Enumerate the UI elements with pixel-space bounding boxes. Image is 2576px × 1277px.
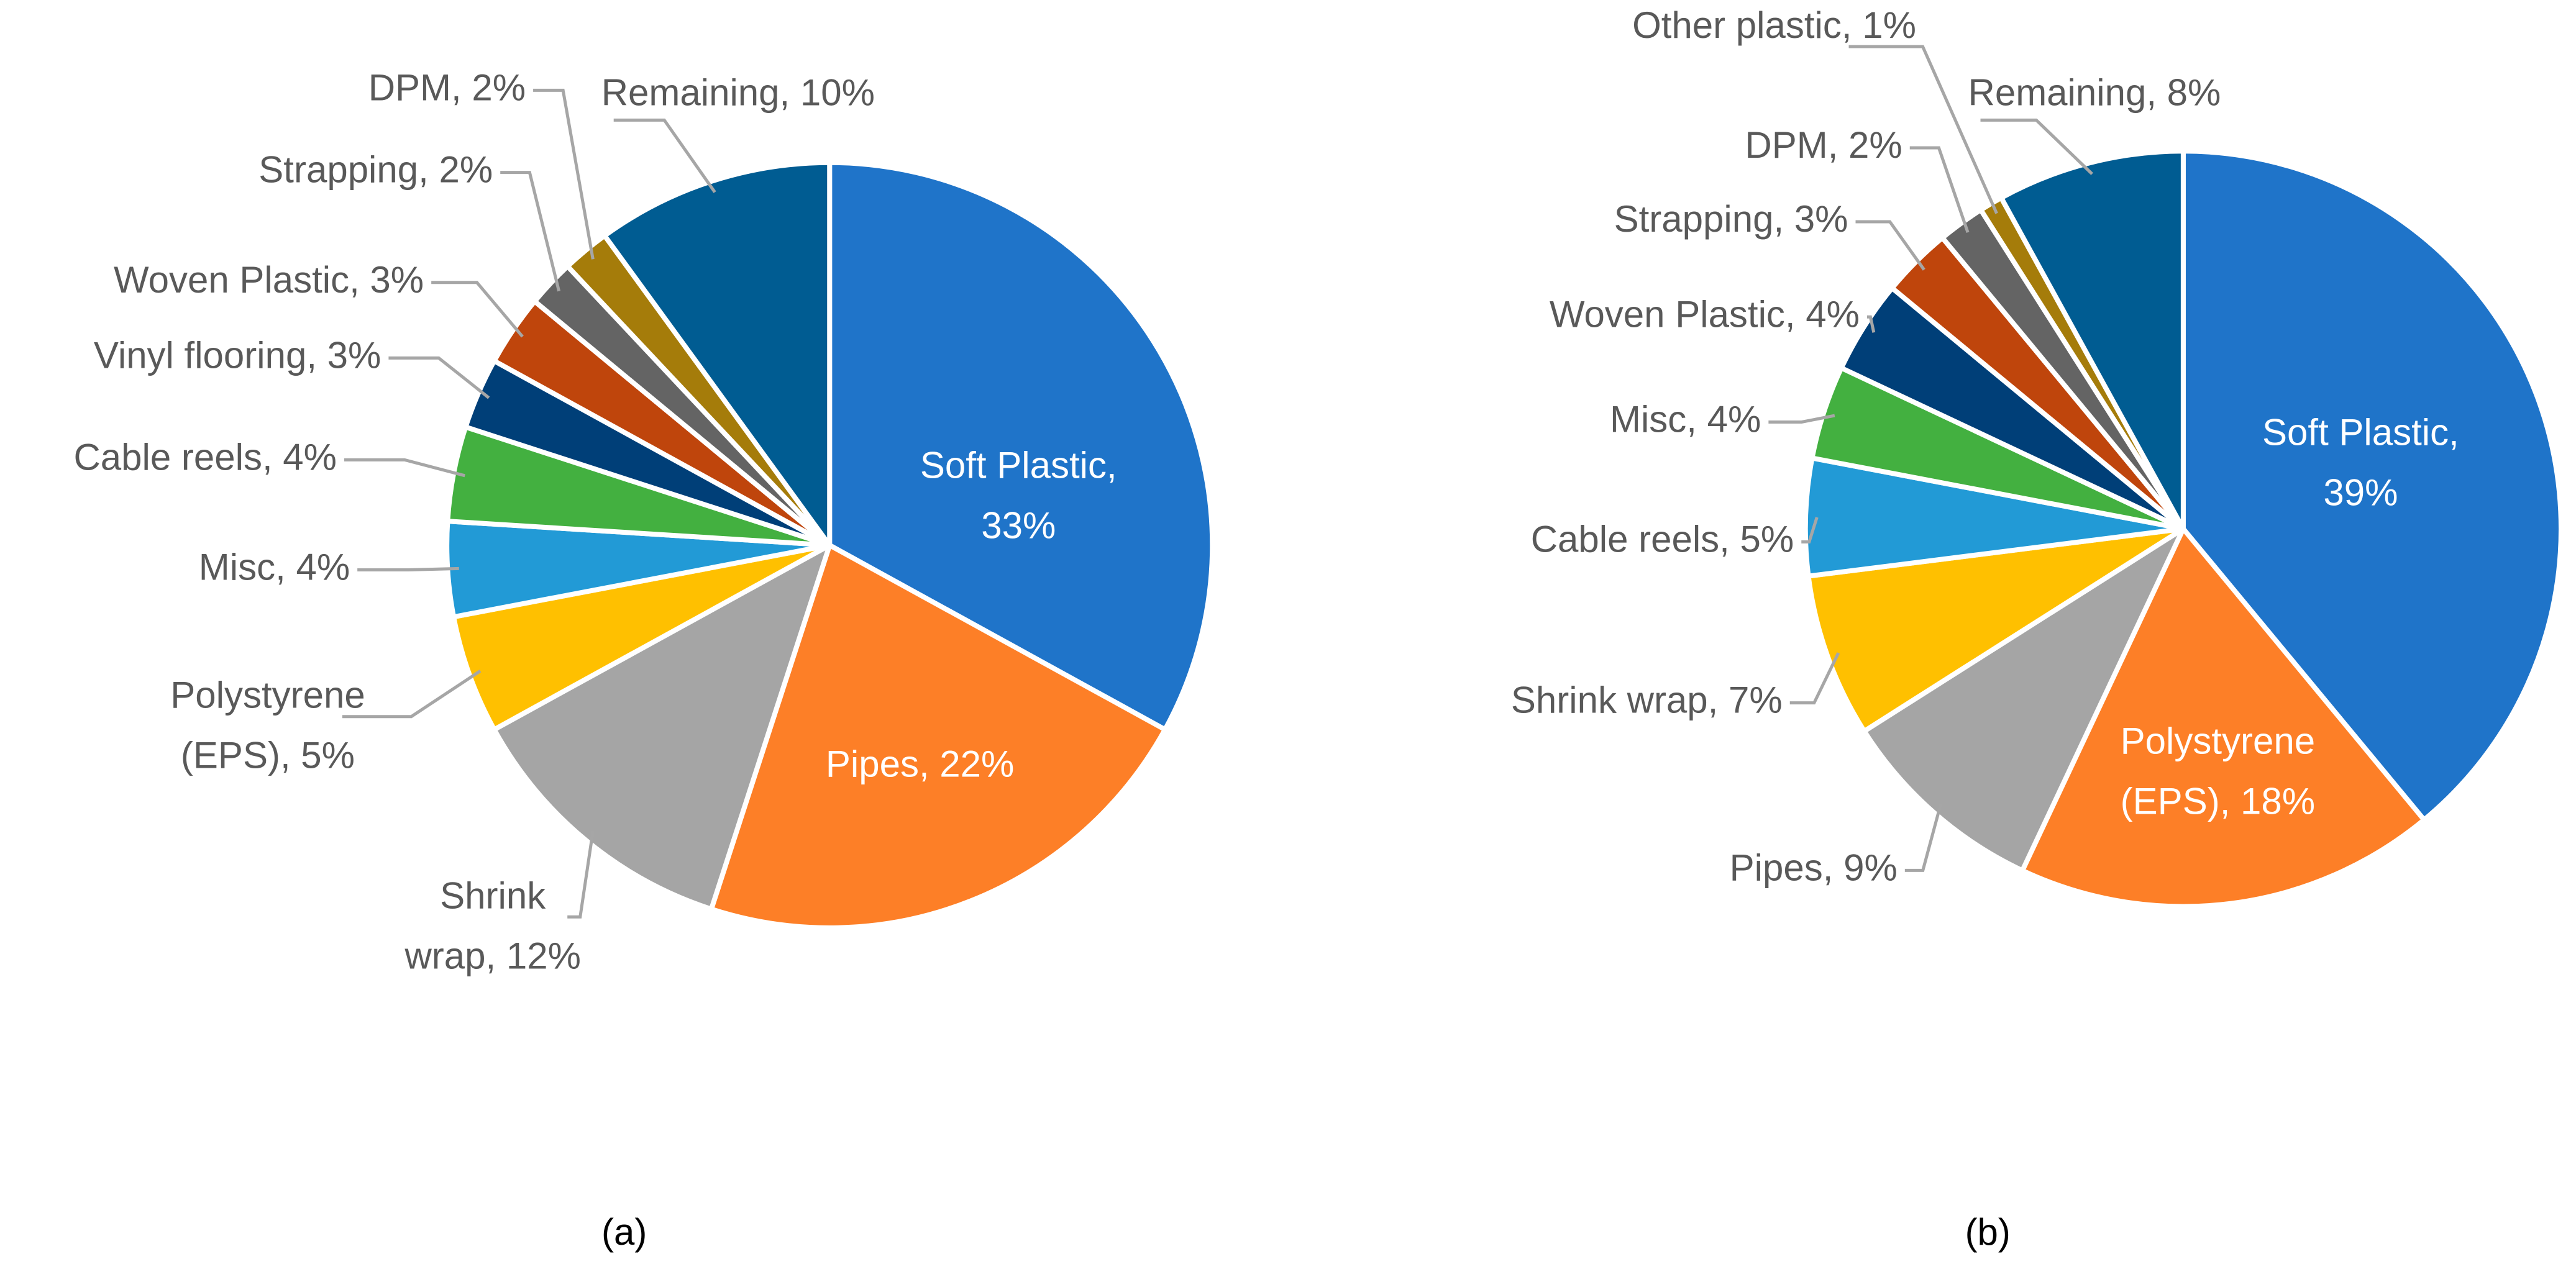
leader-line <box>1848 45 1998 214</box>
leader-line <box>431 281 524 338</box>
pie <box>1802 148 2564 909</box>
pie-slice <box>708 542 1168 930</box>
data-label: Shrink wrap, 7% <box>1511 679 1783 720</box>
data-label: Woven Plastic, 4% <box>1550 293 1860 335</box>
data-label: Remaining, 8% <box>1968 71 2221 113</box>
pie-slice <box>491 542 833 912</box>
leader-line <box>567 830 595 919</box>
data-label: Woven Plastic, 3% <box>114 259 424 301</box>
caption: (b) <box>1965 1211 2011 1253</box>
data-label: Misc, 4% <box>199 546 350 588</box>
data-label: Shrink wrap, 12% <box>404 875 580 976</box>
data-label: DPM, 2% <box>1745 124 1902 166</box>
leader-line <box>1855 220 1925 271</box>
data-label: Pipes, 22% <box>826 743 1015 785</box>
pie-slice <box>2019 526 2427 909</box>
leader-line <box>613 118 716 193</box>
leader-line <box>342 670 482 719</box>
pie-slice <box>2180 148 2564 822</box>
data-label: DPM, 2% <box>368 66 526 108</box>
caption: (a) <box>601 1211 647 1253</box>
data-label: Soft Plastic, 33% <box>920 444 1117 546</box>
pie-slice <box>1806 526 2186 734</box>
data-label: Cable reels, 4% <box>73 436 337 478</box>
data-label: Strapping, 2% <box>258 148 493 190</box>
pie-slice <box>1861 526 2186 873</box>
leader-line <box>533 88 595 260</box>
leader-line <box>388 356 490 399</box>
data-label: Remaining, 10% <box>601 71 875 113</box>
data-label: Other plastic, 1% <box>1632 4 1916 46</box>
leader-line <box>1980 118 2093 175</box>
data-label: Vinyl flooring, 3% <box>94 334 381 376</box>
data-label: Polystyrene (EPS), 18% <box>2121 720 2315 822</box>
leader-line <box>357 566 459 571</box>
leader-line <box>1768 414 1835 424</box>
leader-line <box>500 171 561 292</box>
data-label: Soft Plastic, 39% <box>2262 412 2459 514</box>
pie-slice <box>1802 455 2186 579</box>
data-label: Pipes, 9% <box>1730 847 1898 888</box>
data-label: Strapping, 3% <box>1614 198 1848 240</box>
data-label: Cable reels, 5% <box>1531 518 1794 560</box>
pie-slice <box>1998 148 2186 532</box>
leader-line <box>344 458 465 478</box>
leader-line <box>1801 517 1819 544</box>
pie-slice <box>602 160 833 548</box>
pie-slice <box>451 542 833 732</box>
pie <box>444 160 1215 930</box>
leader-line <box>1909 146 1970 233</box>
data-label: Misc, 4% <box>1610 398 1761 440</box>
leader-line <box>1789 652 1840 705</box>
pie-slice <box>827 160 1215 732</box>
leader-line <box>1904 803 1943 872</box>
leader-line <box>1867 315 1876 333</box>
data-label: Polystyrene (EPS), 5% <box>170 675 365 776</box>
